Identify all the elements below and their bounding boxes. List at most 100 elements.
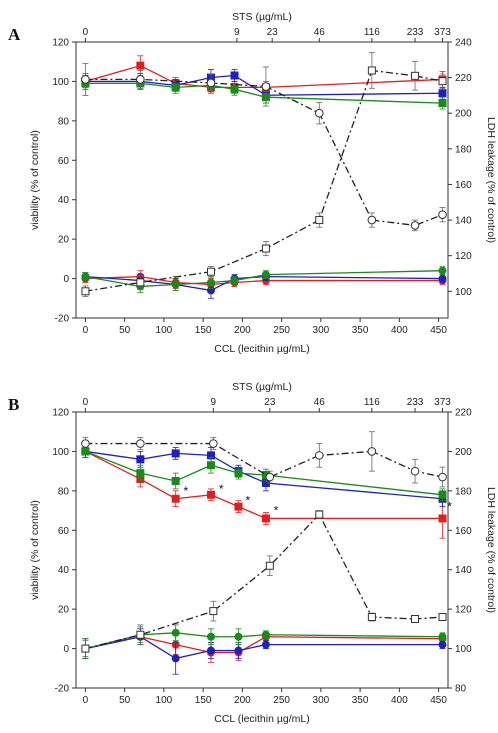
pb-top-tick-label: 9 (211, 397, 217, 408)
pa-series-6-point (367, 66, 376, 75)
pa-y-right-tick-label: 240 (455, 38, 472, 49)
pb-y-left-tick-label: 0 (63, 644, 69, 655)
pb-series-2-point (206, 461, 215, 470)
pa-series-6-point (438, 77, 447, 86)
pb-y-left-tick-label: 40 (58, 565, 70, 576)
pb-x-tick-label: 400 (391, 695, 408, 706)
pa-y-left-tick-label: 0 (63, 274, 69, 285)
pa-series-6-point (411, 71, 420, 80)
pa-series-6 (81, 52, 447, 298)
pb-series-6-point (315, 510, 324, 519)
pb-y-right-tick-label: 120 (455, 605, 472, 616)
pa-series-1-point (438, 89, 447, 98)
pb-series-5-point (234, 632, 243, 641)
pb-y-left-tick-label: 100 (52, 447, 69, 458)
pa-y-right-tick-label: 160 (455, 180, 472, 191)
pb-series-0-point (261, 514, 270, 523)
pb-series-5-point (438, 632, 447, 641)
pb-y-right-tick-label: 80 (455, 684, 467, 695)
pa-series-7-point (261, 82, 271, 91)
pb-y-right-tick-label: 180 (455, 486, 472, 497)
pb-significance-asterisk: * (274, 504, 279, 518)
pb-series-0-point (234, 502, 243, 511)
pa-top-tick-label: 116 (364, 27, 380, 38)
pb-series-6-point (367, 613, 376, 622)
pa-series-2-point (438, 99, 447, 108)
pa-y-right-axis-title: LDH leakage (% of control) (485, 117, 497, 243)
pa-series-6-point (81, 287, 90, 296)
pa-y-left-tick-label: 100 (52, 77, 69, 88)
pb-series-2-point (136, 469, 145, 478)
pa-x-tick-label: 450 (430, 325, 447, 336)
pa-x-tick-label: 350 (352, 325, 369, 336)
pb-series-1-point (136, 455, 145, 464)
pb-series-0-point (206, 490, 215, 499)
pb-x-tick-label: 350 (352, 695, 369, 706)
pa-x-axis-title: CCL (lecithin µg/mL) (214, 343, 310, 355)
pb-x-tick-label: 200 (234, 695, 251, 706)
pa-plot-frame (75, 41, 449, 319)
pa-series-5-point (171, 280, 180, 289)
pa-series-5-point (206, 278, 215, 287)
pa-x-tick-label: 400 (391, 325, 408, 336)
pa-top-tick-label: 46 (314, 27, 326, 38)
pa-y-right-tick-label: 140 (455, 216, 472, 227)
pa-top-axis-title: STS (µg/mL) (232, 11, 292, 23)
pa-series-7-point (81, 75, 90, 84)
pa-y-right-tick-label: 180 (455, 144, 472, 155)
pb-series-2 (81, 445, 447, 502)
pa-y-left-tick-label: 80 (58, 116, 70, 127)
pa-series-6-point (261, 244, 270, 253)
pb-x-tick-label: 100 (156, 695, 173, 706)
pb-y-right-axis-title: LDH leakage (% of control) (485, 487, 497, 613)
pa-y-right-tick-label: 220 (455, 73, 472, 84)
pa-y-left-tick-label: -20 (55, 314, 70, 325)
pa-series-5-point (261, 270, 270, 279)
pa-x-tick-label: 100 (156, 325, 173, 336)
pb-series-7-point (81, 439, 90, 448)
pa-series-7-point (206, 78, 216, 88)
pb-series-6-point (136, 630, 145, 639)
pb-series-6-point (438, 613, 447, 622)
pb-series-4-point (438, 640, 447, 649)
pb-series-6-point (265, 561, 274, 570)
panel-letter-a: A (8, 25, 21, 44)
pa-series-1-point (230, 71, 239, 80)
pb-series-6-point (209, 607, 218, 616)
pb-y-left-tick-label: 80 (58, 486, 70, 497)
pa-y-right-tick-label: 100 (455, 287, 472, 298)
pb-significance-asterisk: * (447, 500, 452, 514)
pa-x-tick-label: 300 (313, 325, 330, 336)
pb-top-tick-label: 46 (314, 397, 326, 408)
pa-series-7 (81, 62, 447, 232)
pb-series-4-point (206, 646, 215, 655)
pa-series-5-point (230, 276, 239, 285)
pb-series-7-line (85, 442, 443, 478)
pb-series-4-point (171, 654, 180, 663)
pa-series-7-point (367, 215, 377, 225)
pa-series-4-point (438, 274, 447, 283)
pb-series-2-point (234, 469, 243, 478)
pa-series-7-point (136, 75, 145, 84)
pb-x-tick-label: 250 (273, 695, 290, 706)
pb-y-left-tick-label: 20 (58, 605, 70, 616)
pa-top-tick-label: 0 (83, 27, 89, 38)
pa-series-7-point (438, 210, 447, 220)
pb-series-6-line (85, 513, 443, 650)
pb-series-1-point (171, 449, 180, 458)
pb-top-axis-title: STS (µg/mL) (232, 381, 292, 393)
pb-series-5-point (261, 630, 270, 639)
pb-series-6-point (411, 615, 420, 623)
pb-series-0-point (171, 494, 180, 503)
pa-y-left-axis-title: viability (% of control) (29, 130, 41, 230)
pa-series-6-point (206, 267, 215, 276)
pb-top-tick-label: 0 (83, 397, 89, 408)
pa-top-tick-label: 23 (267, 27, 279, 38)
pb-y-left-tick-label: 120 (52, 408, 69, 419)
pb-series-7-point (410, 466, 420, 476)
pa-series-6-point (315, 216, 324, 225)
pb-y-right-tick-label: 140 (455, 565, 472, 576)
pb-series-4-point (261, 640, 270, 649)
